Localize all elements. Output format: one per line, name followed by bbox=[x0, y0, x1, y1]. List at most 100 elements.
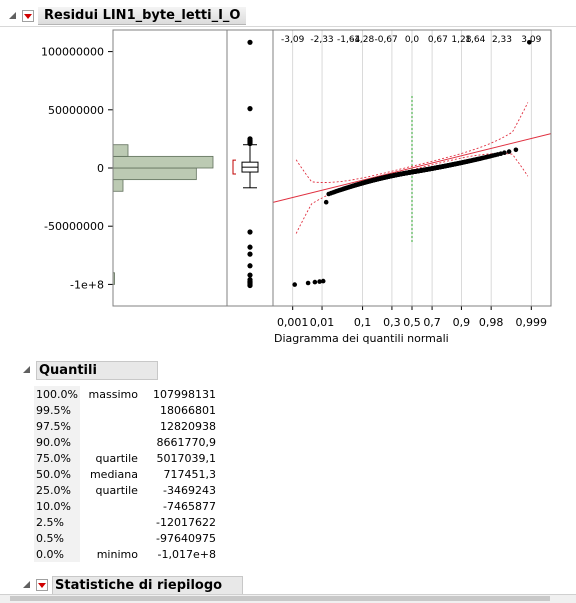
summary-title: Statistiche di riepilogo bbox=[52, 575, 244, 595]
quantiles-table: 100.0% massimo 107998131 99.5% 18066801 97.5%… bbox=[34, 386, 218, 562]
report-title: Residui LIN1_byte_letti_I_O bbox=[38, 7, 247, 25]
quantile-pct: 97.5% bbox=[34, 418, 80, 434]
quantiles-title: Quantili bbox=[36, 360, 158, 380]
quantile-pct: 50.0% bbox=[34, 466, 80, 482]
quantile-value: 717451,3 bbox=[163, 467, 216, 481]
red-triangle-menu-icon[interactable] bbox=[36, 579, 48, 591]
collapse-triangle-icon[interactable] bbox=[22, 580, 32, 590]
quantile-label bbox=[80, 498, 142, 514]
normal-reference-line bbox=[272, 133, 552, 203]
quantile-pct: 100.0% bbox=[34, 386, 80, 402]
quantile-label: minimo bbox=[96, 547, 138, 561]
quantile-pct: 0.0% bbox=[34, 546, 80, 562]
top-quantile-label: -1,64 bbox=[337, 35, 361, 45]
quantile-point bbox=[323, 199, 329, 205]
top-quantile-label: 2,33 bbox=[492, 35, 512, 45]
quantile-row: 99.5% 18066801 bbox=[34, 402, 218, 418]
top-quantile-label: 1,64 bbox=[465, 35, 485, 45]
quantile-label bbox=[80, 434, 142, 450]
top-quantile-label: -0,67 bbox=[374, 35, 397, 45]
prob-tick-label: 0,01 bbox=[310, 316, 335, 329]
quantile-point bbox=[312, 279, 318, 285]
prob-tick-label: 0,9 bbox=[453, 316, 471, 329]
prob-tick-label: 0,999 bbox=[516, 316, 548, 329]
plot-frames bbox=[112, 29, 552, 307]
top-quantile-label: -1,28 bbox=[351, 35, 375, 45]
x-axis-label: Diagramma dei quantili normali bbox=[274, 332, 449, 345]
outlier-point bbox=[247, 140, 253, 147]
quantile-point bbox=[305, 280, 311, 286]
top-quantile-label: -2,33 bbox=[310, 35, 333, 45]
shortest-half-bracket bbox=[232, 159, 236, 175]
quantile-value: -3469243 bbox=[162, 483, 216, 497]
quantiles-header: Quantili bbox=[22, 360, 158, 380]
top-quantile-label: 3,09 bbox=[521, 35, 541, 45]
report-header: Residui LIN1_byte_letti_I_O bbox=[8, 6, 247, 26]
summary-header: Statistiche di riepilogo bbox=[22, 575, 244, 595]
quantile-value: -7465877 bbox=[162, 499, 216, 513]
quantile-row: 97.5% 12820938 bbox=[34, 418, 218, 434]
quantile-point bbox=[498, 151, 504, 156]
y-tick-label: -50000000 bbox=[44, 220, 104, 233]
quantile-label bbox=[80, 530, 142, 546]
quantile-point bbox=[317, 279, 322, 284]
confidence-band bbox=[295, 102, 529, 183]
quantile-pct: 99.5% bbox=[34, 402, 80, 418]
quantile-point bbox=[292, 282, 298, 287]
outlier-point bbox=[247, 39, 253, 45]
box-plot bbox=[232, 39, 259, 289]
scrollbar-thumb[interactable] bbox=[10, 596, 550, 601]
quantile-pct: 10.0% bbox=[34, 498, 80, 514]
quantile-row: 0.0% minimo -1,017e+8 bbox=[34, 546, 218, 562]
top-quantile-label: -3,09 bbox=[281, 35, 305, 45]
quantile-value: -1,017e+8 bbox=[157, 547, 216, 561]
outlier-point bbox=[247, 229, 253, 235]
quantile-point bbox=[513, 147, 519, 153]
outlier-point bbox=[247, 263, 253, 269]
y-tick-label: 0 bbox=[97, 162, 104, 175]
quantile-row: 25.0% quartile -3469243 bbox=[34, 482, 218, 498]
prob-tick-label: 0,001 bbox=[277, 316, 309, 329]
quantile-label: massimo bbox=[88, 387, 138, 401]
histogram-bar bbox=[112, 179, 124, 192]
histogram-bar bbox=[112, 144, 129, 157]
quantile-row: 75.0% quartile 5017039,1 bbox=[34, 450, 218, 466]
quantile-label bbox=[80, 418, 142, 434]
red-triangle-menu-icon[interactable] bbox=[22, 10, 34, 22]
normal-quantile-plot: 0,001 0,01 0,1 0,3 0,5 0,7 0,9 0,98 0,999 -3,09 -2… bbox=[272, 30, 552, 329]
outlier-point bbox=[247, 282, 253, 289]
header-rule bbox=[0, 26, 576, 27]
quantile-pct: 75.0% bbox=[34, 450, 80, 466]
quantile-label bbox=[80, 514, 142, 530]
top-quantile-label: 0,67 bbox=[428, 35, 448, 45]
quantile-row: 0.5% -97640975 bbox=[34, 530, 218, 546]
quantile-value: -97640975 bbox=[155, 531, 216, 545]
prob-tick-label: 0,3 bbox=[383, 316, 401, 329]
quantile-row: 100.0% massimo 107998131 bbox=[34, 386, 218, 402]
y-axis: 100000000 50000000 0 -50000000 -1e+8 bbox=[41, 46, 113, 291]
top-quantile-label: 1,28 bbox=[451, 35, 471, 45]
quantile-value: 18066801 bbox=[159, 403, 216, 417]
histogram-bar bbox=[112, 167, 197, 181]
prob-tick-label: 0,7 bbox=[423, 316, 441, 329]
prob-tick-label: 0,1 bbox=[354, 316, 372, 329]
quantile-value: 8661770,9 bbox=[156, 435, 216, 449]
quantile-value: 5017039,1 bbox=[156, 451, 216, 465]
outlier-point bbox=[247, 106, 253, 112]
collapse-triangle-icon[interactable] bbox=[22, 365, 32, 375]
prob-tick-label: 0,98 bbox=[479, 316, 504, 329]
quantile-row: 50.0% mediana 717451,3 bbox=[34, 466, 218, 482]
horizontal-scrollbar[interactable] bbox=[0, 594, 576, 603]
quantile-label: quartile bbox=[95, 483, 138, 497]
quantile-point bbox=[527, 40, 532, 45]
collapse-triangle-icon[interactable] bbox=[8, 11, 18, 21]
prob-tick-label: 0,5 bbox=[403, 316, 421, 329]
quantile-label: quartile bbox=[95, 451, 138, 465]
quantile-point bbox=[320, 278, 326, 284]
quantile-pct: 2.5% bbox=[34, 514, 80, 530]
quantile-value: 12820938 bbox=[159, 419, 216, 433]
quantile-label bbox=[80, 402, 142, 418]
quantile-row: 90.0% 8661770,9 bbox=[34, 434, 218, 450]
outlier-point bbox=[247, 251, 253, 257]
